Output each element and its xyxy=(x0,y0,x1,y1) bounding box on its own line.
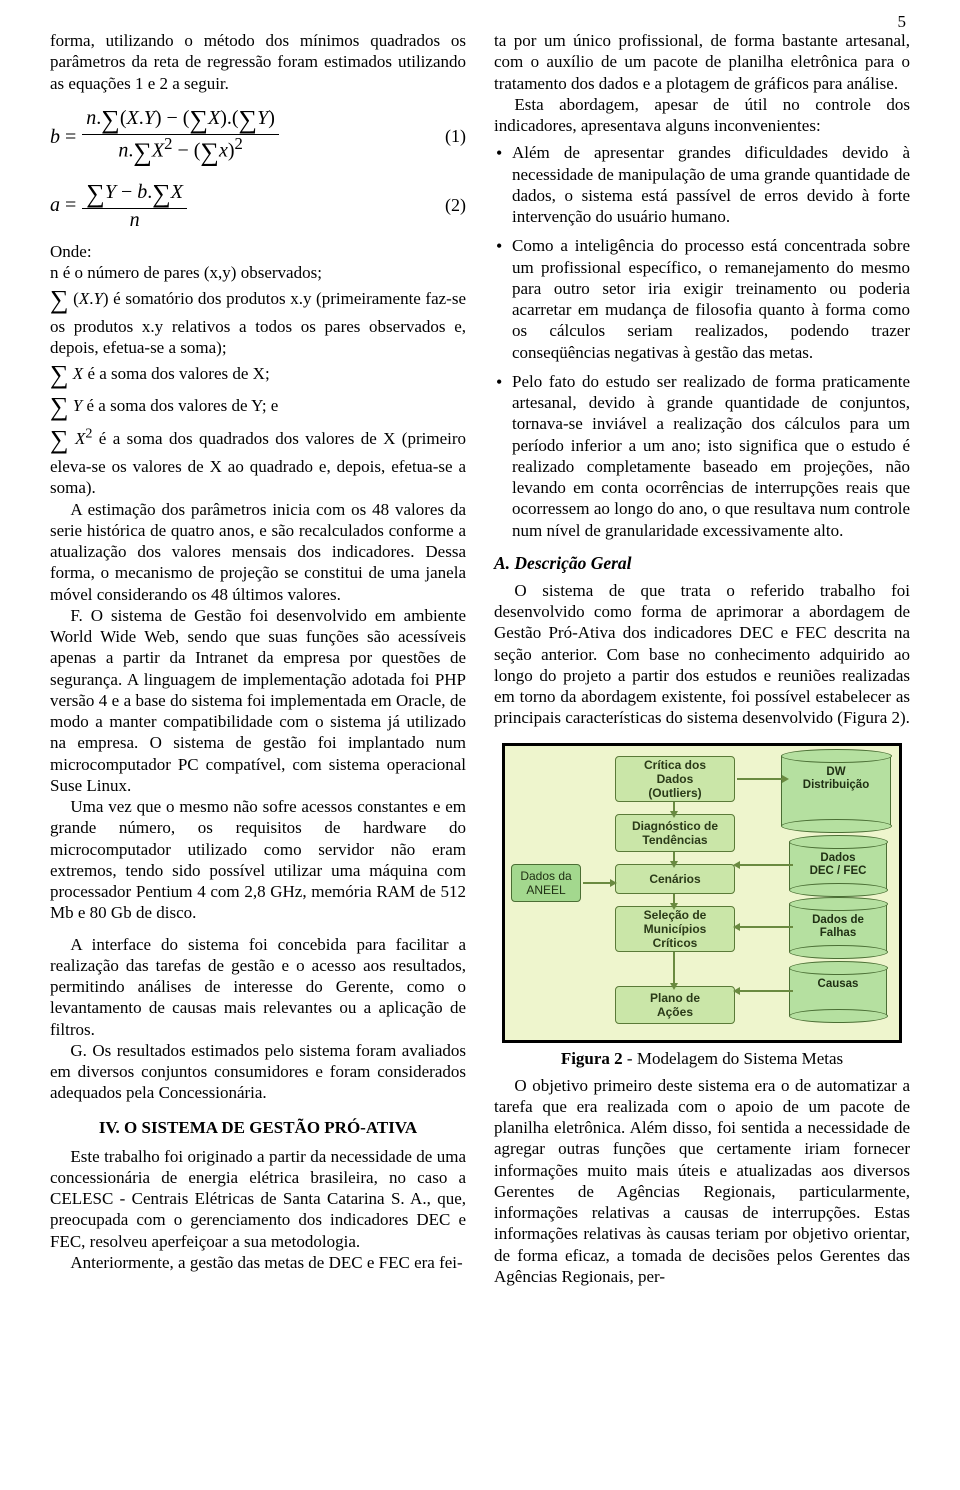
equation-2-math: a = ∑Y − b.∑X n xyxy=(50,180,187,232)
flow-arrow xyxy=(737,778,785,780)
equation-1-label: (1) xyxy=(445,126,466,147)
flow-arrow xyxy=(673,852,675,864)
flow-db-label: Causas xyxy=(790,978,886,991)
flow-node-cenarios: Cenários xyxy=(615,864,735,894)
list-item: Como a inteligência do processo está con… xyxy=(512,235,910,363)
list-item: Pelo fato do estudo ser realizado de for… xyxy=(512,371,910,541)
flow-node-diag: Diagnóstico deTendências xyxy=(615,814,735,852)
flow-db-falhas: Dados deFalhas xyxy=(789,904,887,952)
para: Anteriormente, a gestão das metas de DEC… xyxy=(50,1252,466,1273)
flow-db-label: DadosDEC / FEC xyxy=(790,852,886,878)
subsection-title: A. Descrição Geral xyxy=(494,553,910,574)
equation-1: b = n.∑(X.Y) − (∑X).(∑Y) n.∑X2 − (∑x)2 (… xyxy=(50,106,466,168)
para: O sistema de que trata o referido trabal… xyxy=(494,580,910,729)
onde-text: somatório dos produtos x.y (primeirament… xyxy=(50,289,466,358)
flow-node-plano: Plano deAções xyxy=(615,986,735,1024)
figure-caption-bold: Figura 2 xyxy=(561,1049,623,1068)
para: A interface do sistema foi concebida par… xyxy=(50,934,466,1040)
page: 5 forma, utilizando o método dos mínimos… xyxy=(0,0,960,1317)
flow-arrow xyxy=(737,864,793,866)
section-title: IV. O SISTEMA DE GESTÃO PRÓ-ATIVA xyxy=(50,1118,466,1138)
para: forma, utilizando o método dos mínimos q… xyxy=(50,30,466,94)
right-column: ta por um único profissional, de forma b… xyxy=(494,30,910,1287)
flow-arrow xyxy=(737,990,793,992)
flow-node-aneel: Dados daANEEL xyxy=(511,864,581,902)
flow-arrow xyxy=(737,926,793,928)
two-column-layout: forma, utilizando o método dos mínimos q… xyxy=(50,30,910,1287)
flow-arrow xyxy=(673,952,675,986)
bullet-list: Além de apresentar grandes dificuldades … xyxy=(494,142,910,541)
figure-2: Dados daANEEL Crítica dosDados(Outliers)… xyxy=(494,743,910,1069)
flow-db-causas: Causas xyxy=(789,968,887,1016)
flow-db-label: DWDistribuição xyxy=(782,766,890,792)
list-item: Além de apresentar grandes dificuldades … xyxy=(512,142,910,227)
para: ta por um único profissional, de forma b… xyxy=(494,30,910,94)
flow-arrow xyxy=(583,882,613,884)
flow-node-selecao: Seleção deMunicípiosCríticos xyxy=(615,906,735,952)
flow-arrow xyxy=(673,802,675,814)
flow-node-critica: Crítica dosDados(Outliers) xyxy=(615,756,735,802)
onde-heading: Onde: xyxy=(50,241,466,262)
equation-1-math: b = n.∑(X.Y) − (∑X).(∑Y) n.∑X2 − (∑x)2 xyxy=(50,106,279,168)
equation-2: a = ∑Y − b.∑X n (2) xyxy=(50,180,466,232)
onde-line: n é o número de pares (x,y) observados; xyxy=(50,262,466,283)
flow-db-dw: DWDistribuição xyxy=(781,756,891,826)
figure-caption-text: - Modelagem do Sistema Metas xyxy=(623,1049,844,1068)
figure-caption: Figura 2 - Modelagem do Sistema Metas xyxy=(494,1049,910,1069)
onde-line: ∑ X é a soma dos valores de X; xyxy=(50,359,466,392)
para: G. Os resultados estimados pelo sistema … xyxy=(50,1040,466,1104)
para: O objetivo primeiro deste sistema era o … xyxy=(494,1075,910,1288)
onde-line: ∑ X2 é a soma dos quadrados dos valores … xyxy=(50,424,466,499)
page-number: 5 xyxy=(898,12,907,32)
onde-line: ∑ (X.Y) é somatório dos produtos x.y (pr… xyxy=(50,284,466,359)
para: Uma vez que o mesmo não sofre acessos co… xyxy=(50,796,466,924)
para: Esta abordagem, apesar de útil no contro… xyxy=(494,94,910,137)
flowchart: Dados daANEEL Crítica dosDados(Outliers)… xyxy=(502,743,902,1043)
flow-arrow xyxy=(673,894,675,906)
para: A estimação dos parâmetros inicia com os… xyxy=(50,499,466,605)
onde-line: ∑ Y é a soma dos valores de Y; e xyxy=(50,391,466,424)
para: F. O sistema de Gestão foi desenvolvido … xyxy=(50,605,466,796)
para: Este trabalho foi originado a partir da … xyxy=(50,1146,466,1252)
left-column: forma, utilizando o método dos mínimos q… xyxy=(50,30,466,1287)
flow-db-decfec: DadosDEC / FEC xyxy=(789,842,887,890)
flow-db-label: Dados deFalhas xyxy=(790,914,886,940)
equation-2-label: (2) xyxy=(445,195,466,216)
